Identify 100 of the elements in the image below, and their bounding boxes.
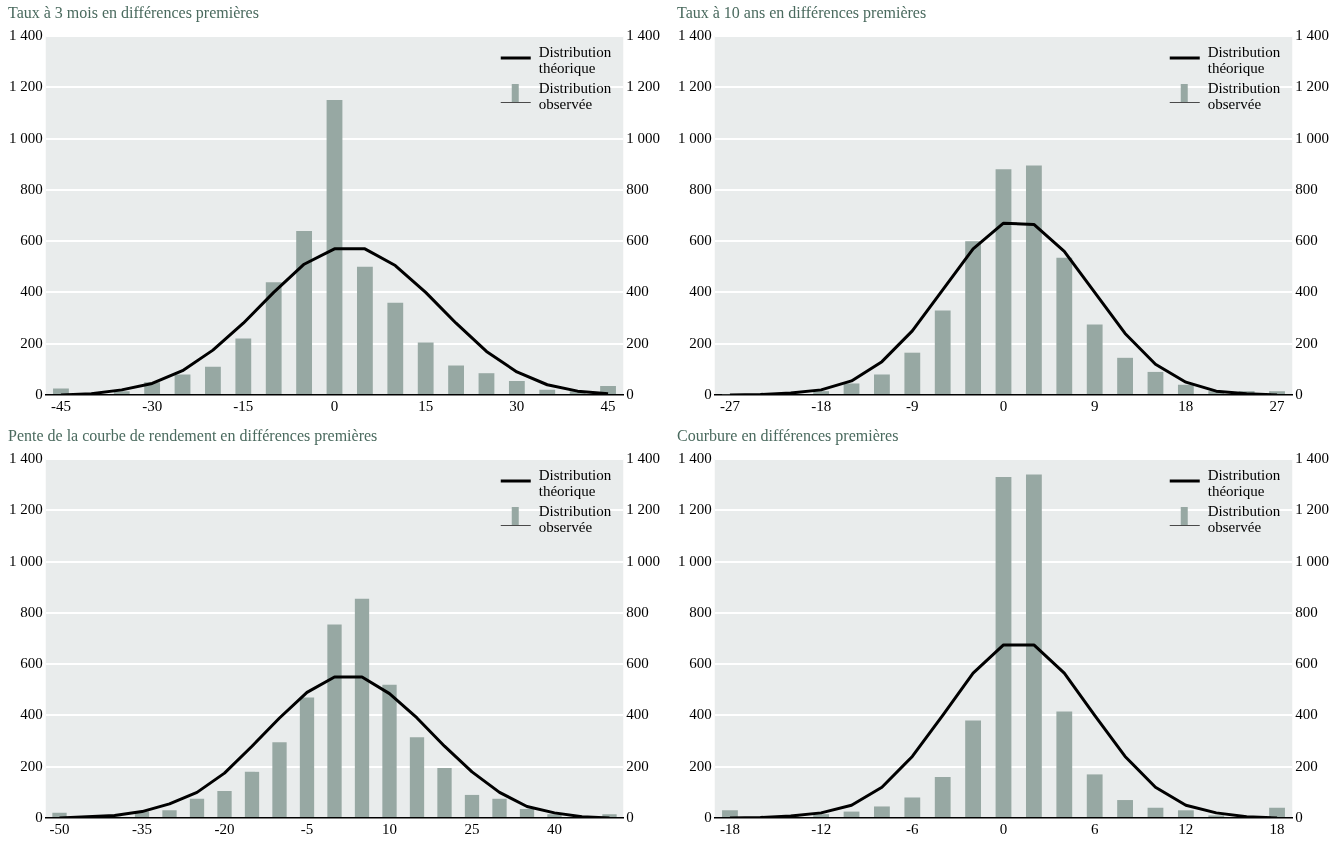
y-tick-label: 200 xyxy=(689,757,712,774)
y-tick-label: 200 xyxy=(20,757,43,774)
chart-title: Taux à 3 mois en différences premières xyxy=(7,3,260,24)
y-tick-label: 800 xyxy=(689,180,712,197)
y2-tick-label: 800 xyxy=(626,603,649,620)
legend-label: Distribution théorique xyxy=(1207,44,1281,76)
x-tick-label: 18 xyxy=(1269,820,1285,837)
y-tick-label: 800 xyxy=(689,603,712,620)
y-tick-label: 800 xyxy=(20,603,43,620)
x-tick-label: 15 xyxy=(418,397,434,414)
x-tick-label: -30 xyxy=(142,397,163,414)
y2-tick-label: 1 000 xyxy=(1295,552,1329,569)
y2-tick-label: 1 000 xyxy=(626,129,660,146)
x-tick-label: 12 xyxy=(1178,820,1194,837)
y2-tick-label: 1 400 xyxy=(1295,26,1329,43)
y2-tick-label: 800 xyxy=(626,180,649,197)
x-tick-label: -45 xyxy=(50,397,71,414)
y-tick-label: 1 200 xyxy=(678,501,712,518)
y-tick-label: 200 xyxy=(689,334,712,351)
x-tick-label: 40 xyxy=(547,820,562,837)
y-tick-label: 600 xyxy=(20,232,43,249)
y-tick-label: 600 xyxy=(689,655,712,672)
y2-tick-label: 400 xyxy=(626,706,649,723)
y2-tick-label: 1 000 xyxy=(626,552,660,569)
y2-tick-label: 1 000 xyxy=(1295,129,1329,146)
y2-tick-label: 600 xyxy=(626,655,649,672)
y-tick-label: 400 xyxy=(689,706,712,723)
y-tick-label: 0 xyxy=(35,385,43,402)
y2-tick-label: 0 xyxy=(1295,385,1303,402)
y2-tick-label: 600 xyxy=(626,232,649,249)
x-tick-label: -27 xyxy=(719,397,741,414)
x-tick-label: 0 xyxy=(999,820,1008,837)
y2-tick-label: 1 400 xyxy=(1295,449,1329,466)
y2-tick-label: 400 xyxy=(1295,283,1318,300)
legend-label: Distribution observée xyxy=(1207,80,1281,112)
legend-label: Distribution observée xyxy=(538,80,612,112)
chart-title: Courbure en différences premières xyxy=(676,426,900,447)
x-tick-label: -15 xyxy=(233,397,254,414)
y-tick-label: 400 xyxy=(20,706,43,723)
x-tick-label: 10 xyxy=(382,820,397,837)
x-tick-label: -35 xyxy=(132,820,152,837)
y-tick-label: 1 400 xyxy=(678,449,712,466)
x-tick-label: 25 xyxy=(464,820,480,837)
y2-tick-label: 600 xyxy=(1295,655,1318,672)
y-tick-label: 0 xyxy=(35,808,43,825)
x-tick-label: -50 xyxy=(49,820,70,837)
x-tick-label: 30 xyxy=(509,397,525,414)
y2-tick-label: 1 400 xyxy=(626,26,660,43)
y-tick-label: 1 400 xyxy=(9,26,43,43)
y2-tick-label: 800 xyxy=(1295,603,1318,620)
x-tick-label: 9 xyxy=(1090,397,1099,414)
y-tick-label: 400 xyxy=(689,283,712,300)
x-tick-label: 0 xyxy=(999,397,1008,414)
y-tick-label: 800 xyxy=(20,180,43,197)
y2-tick-label: 200 xyxy=(626,334,649,351)
legend-label: Distribution théorique xyxy=(538,44,612,76)
y-tick-label: 1 400 xyxy=(678,26,712,43)
y-tick-label: 1 200 xyxy=(9,501,43,518)
y-tick-label: 400 xyxy=(20,283,43,300)
x-tick-label: -9 xyxy=(906,397,919,414)
x-tick-label: -18 xyxy=(719,820,740,837)
y-tick-label: 0 xyxy=(704,808,712,825)
y-tick-label: 1 400 xyxy=(9,449,43,466)
y2-tick-label: 0 xyxy=(626,385,634,402)
legend-label: Distribution théorique xyxy=(538,467,612,499)
y2-tick-label: 600 xyxy=(1295,232,1318,249)
y-tick-label: 1 000 xyxy=(678,552,712,569)
y2-tick-label: 200 xyxy=(1295,757,1318,774)
y2-tick-label: 0 xyxy=(1295,808,1303,825)
x-tick-label: -5 xyxy=(300,820,314,837)
y2-tick-label: 1 400 xyxy=(626,449,660,466)
x-tick-label: 6 xyxy=(1090,820,1099,837)
x-tick-label: -18 xyxy=(811,397,832,414)
y2-tick-label: 1 200 xyxy=(626,78,660,95)
y2-tick-label: 200 xyxy=(1295,334,1318,351)
y2-tick-label: 800 xyxy=(1295,180,1318,197)
y-tick-label: 600 xyxy=(689,232,712,249)
x-tick-label: 45 xyxy=(600,397,616,414)
legend-label: Distribution observée xyxy=(1207,503,1281,535)
y-tick-label: 1 000 xyxy=(9,552,43,569)
chart-title: Taux à 10 ans en différences premières xyxy=(676,3,928,24)
x-tick-label: -20 xyxy=(214,820,235,837)
y-tick-label: 0 xyxy=(704,385,712,402)
legend-label: Distribution théorique xyxy=(1207,467,1281,499)
y2-tick-label: 200 xyxy=(626,757,649,774)
y2-tick-label: 0 xyxy=(626,808,634,825)
x-tick-label: 18 xyxy=(1178,397,1194,414)
y-tick-label: 1 200 xyxy=(678,78,712,95)
y2-tick-label: 1 200 xyxy=(1295,78,1329,95)
y2-tick-label: 400 xyxy=(626,283,649,300)
legend-label: Distribution observée xyxy=(538,503,612,535)
y-tick-label: 200 xyxy=(20,334,43,351)
y2-tick-label: 1 200 xyxy=(1295,501,1329,518)
y-tick-label: 1 000 xyxy=(9,129,43,146)
y-tick-label: 1 200 xyxy=(9,78,43,95)
x-tick-label: -6 xyxy=(906,820,920,837)
x-tick-label: 27 xyxy=(1269,397,1286,414)
y2-tick-label: 1 200 xyxy=(626,501,660,518)
x-tick-label: 0 xyxy=(330,397,339,414)
y-tick-label: 1 000 xyxy=(678,129,712,146)
